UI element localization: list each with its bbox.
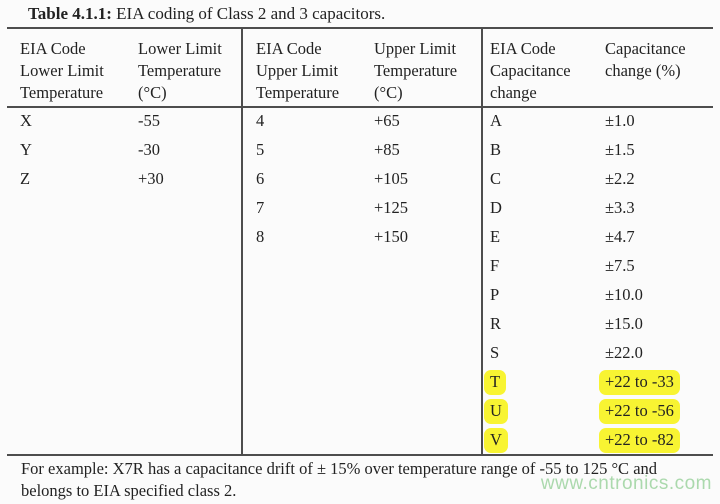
header-rule <box>7 106 713 108</box>
header-upper-limit-code: EIA Code Upper Limit Temperature <box>256 39 340 102</box>
footnote-line-1: For example: X7R has a capacitance drift… <box>21 459 658 478</box>
lower-limit-group: X -55 Y -30 Z +30 <box>20 106 238 193</box>
eia-code-cell: 4 <box>256 110 265 130</box>
table-row: A ±1.0 <box>490 106 708 135</box>
table-row: Y -30 <box>20 135 238 164</box>
eia-code-cell: Z <box>20 168 31 188</box>
eia-code-cell-highlighted: T <box>484 369 507 395</box>
value-cell: +150 <box>374 226 409 246</box>
eia-code-cell: 8 <box>256 226 265 246</box>
eia-code-cell: P <box>490 285 500 305</box>
table-row-highlighted: V +22 to -82 <box>484 426 708 455</box>
table-row: F ±7.5 <box>490 251 708 280</box>
table-row: S ±22.0 <box>490 339 708 368</box>
eia-code-cell: R <box>490 314 502 334</box>
eia-coding-table: EIA Code Lower Limit Temperature Lower L… <box>7 27 713 456</box>
table-row: 6 +105 <box>256 164 474 193</box>
table-row: 5 +85 <box>256 135 474 164</box>
value-cell: ±10.0 <box>605 285 643 305</box>
table-row: Z +30 <box>20 164 238 193</box>
value-cell: ±3.3 <box>605 197 635 217</box>
eia-code-cell: 5 <box>256 139 265 159</box>
table-row: 4 +65 <box>256 106 474 135</box>
footnote-line-2: belongs to EIA specified class 2. <box>21 481 237 500</box>
value-cell: ±1.0 <box>605 110 635 130</box>
eia-code-cell: E <box>490 226 501 246</box>
value-cell: +85 <box>374 139 400 159</box>
value-cell: ±1.5 <box>605 139 635 159</box>
value-cell: -55 <box>138 110 160 130</box>
table-row: P ±10.0 <box>490 281 708 310</box>
table-row: E ±4.7 <box>490 222 708 251</box>
header-lower-limit-temp: Lower Limit Temperature (°C) <box>138 39 222 102</box>
eia-code-cell: A <box>490 110 502 130</box>
value-cell: ±4.7 <box>605 226 635 246</box>
header-lower-limit-code: EIA Code Lower Limit Temperature <box>20 39 104 102</box>
header-capacitance-change: Capacitance change (%) <box>605 39 686 80</box>
eia-code-cell-highlighted: V <box>484 428 508 454</box>
value-cell: ±7.5 <box>605 256 635 276</box>
table-row-highlighted: T +22 to -33 <box>484 368 708 397</box>
value-cell: +65 <box>374 110 400 130</box>
table-row: 7 +125 <box>256 193 474 222</box>
table-row: X -55 <box>20 106 238 135</box>
value-cell-highlighted: +22 to -82 <box>599 428 680 454</box>
column-divider-2 <box>481 29 483 454</box>
table-row: D ±3.3 <box>490 193 708 222</box>
table-row: 8 +150 <box>256 222 474 251</box>
eia-code-cell: X <box>20 110 32 130</box>
eia-code-cell: B <box>490 139 502 159</box>
watermark-text: www.cntronics.com <box>540 473 712 494</box>
eia-code-cell: F <box>490 256 500 276</box>
table-caption: Table 4.1.1: EIA coding of Class 2 and 3… <box>28 4 385 24</box>
eia-code-cell-highlighted: U <box>484 398 508 424</box>
table-row-highlighted: U +22 to -56 <box>484 397 708 426</box>
header-upper-limit-temp: Upper Limit Temperature (°C) <box>374 39 458 102</box>
value-cell: ±15.0 <box>605 314 643 334</box>
value-cell: +125 <box>374 197 409 217</box>
value-cell-highlighted: +22 to -56 <box>599 398 680 424</box>
value-cell: +30 <box>138 168 164 188</box>
capacitance-change-group: A ±1.0 B ±1.5 C ±2.2 D ±3.3 E ±4.7 F ±7.… <box>484 106 708 455</box>
value-cell: -30 <box>138 139 160 159</box>
eia-code-cell: S <box>490 343 500 363</box>
table-caption-number: Table 4.1.1: <box>28 4 112 23</box>
table-footnote: For example: X7R has a capacitance drift… <box>21 458 657 502</box>
eia-code-cell: D <box>490 197 502 217</box>
eia-code-cell: Y <box>20 139 32 159</box>
column-divider-1 <box>241 29 243 454</box>
value-cell-highlighted: +22 to -33 <box>599 369 680 395</box>
eia-code-cell: 6 <box>256 168 265 188</box>
table-row: R ±15.0 <box>490 310 708 339</box>
header-capacitance-code: EIA Code Capacitance change <box>490 39 571 102</box>
value-cell: ±2.2 <box>605 168 635 188</box>
upper-limit-group: 4 +65 5 +85 6 +105 7 +125 8 +150 <box>256 106 474 251</box>
table-row: C ±2.2 <box>490 164 708 193</box>
eia-code-cell: 7 <box>256 197 265 217</box>
value-cell: ±22.0 <box>605 343 643 363</box>
table-caption-text: EIA coding of Class 2 and 3 capacitors. <box>111 4 386 23</box>
value-cell: +105 <box>374 168 409 188</box>
table-row: B ±1.5 <box>490 135 708 164</box>
eia-code-cell: C <box>490 168 502 188</box>
